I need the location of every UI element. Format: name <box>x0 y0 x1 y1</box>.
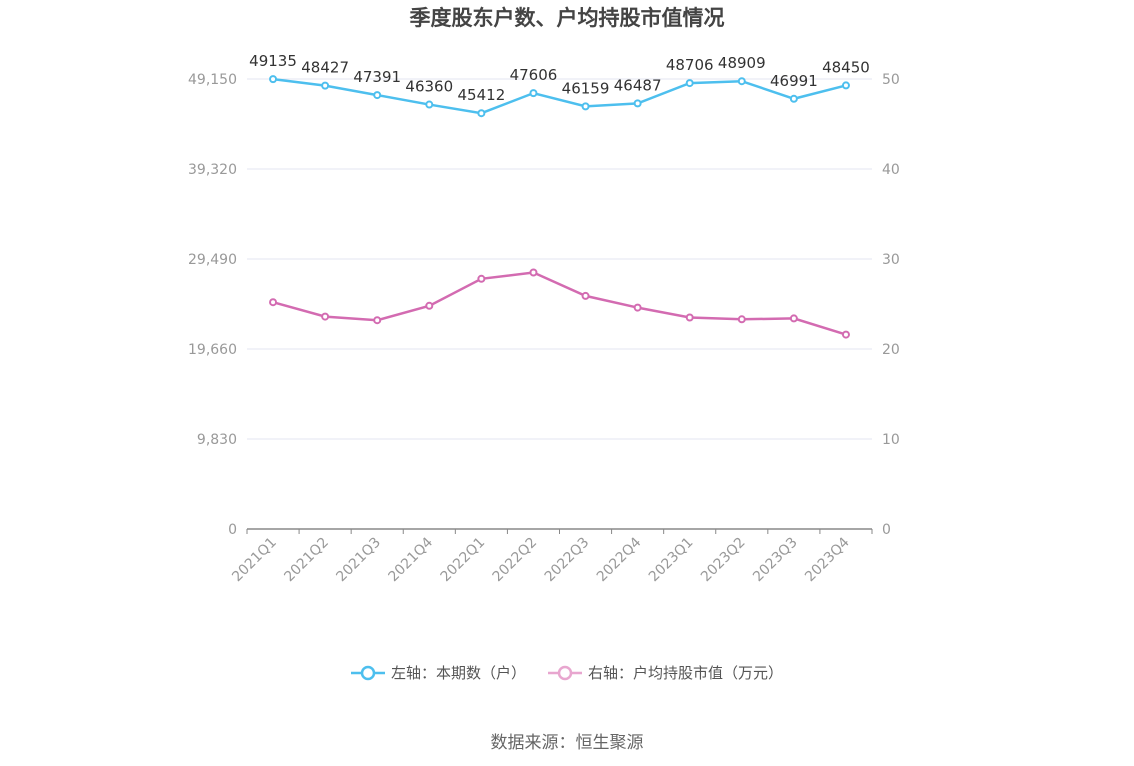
data-point <box>529 268 538 277</box>
data-point <box>685 79 694 88</box>
data-point <box>477 109 486 118</box>
right-tick-label: 10 <box>882 432 900 448</box>
data-label: 46360 <box>405 78 453 96</box>
data-point <box>321 312 330 321</box>
series-line <box>272 77 847 115</box>
legend-item-avg-value[interactable]: 右轴：户均持股市值（万元） <box>548 662 783 683</box>
chart-title: 季度股东户数、户均持股市值情况 <box>409 6 725 30</box>
data-point <box>373 91 382 100</box>
x-tick-label: 2022Q4 <box>594 534 645 585</box>
x-tick-label: 2021Q2 <box>281 535 332 586</box>
data-point <box>841 330 850 339</box>
right-tick-label: 50 <box>882 72 900 88</box>
data-label: 48706 <box>666 56 714 74</box>
data-point <box>633 303 642 312</box>
left-tick-label: 39,320 <box>188 162 237 178</box>
data-label: 48909 <box>718 54 766 72</box>
data-point <box>737 315 746 324</box>
data-label: 48427 <box>301 59 349 77</box>
legend: 左轴：本期数（户） 右轴：户均持股市值（万元） <box>0 662 1134 683</box>
x-tick-label: 2023Q3 <box>750 535 801 586</box>
data-point <box>425 301 434 310</box>
data-point <box>841 81 850 90</box>
data-point <box>789 314 798 323</box>
left-tick-label: 29,490 <box>188 252 237 268</box>
data-point <box>789 94 798 103</box>
x-axis: 2021Q1 2021Q2 2021Q3 2021Q4 2022Q1 2022Q2 2022… <box>229 528 873 586</box>
data-point <box>633 99 642 108</box>
x-tick-label: 2023Q2 <box>698 535 749 586</box>
series-line <box>272 271 847 336</box>
left-tick-label: 9,830 <box>197 432 237 448</box>
x-tick-label: 2021Q4 <box>386 534 437 585</box>
x-tick-label: 2022Q2 <box>490 535 541 586</box>
data-label: 46487 <box>614 76 662 94</box>
x-tick-label: 2022Q3 <box>542 535 593 586</box>
data-point <box>529 89 538 98</box>
data-point <box>737 77 746 86</box>
legend-line-icon <box>350 665 385 680</box>
source-note: 数据来源：恒生聚源 <box>490 733 644 753</box>
legend-label-avg-value: 右轴：户均持股市值（万元） <box>588 664 784 682</box>
data-point <box>581 291 590 300</box>
data-label: 45412 <box>458 86 506 104</box>
left-tick-label: 19,660 <box>188 342 237 358</box>
x-tick-label: 2023Q1 <box>646 535 697 586</box>
legend-label-households: 左轴：本期数（户） <box>390 664 526 682</box>
x-tick-label: 2023Q4 <box>802 534 853 585</box>
data-point <box>477 274 486 283</box>
x-tick-label: 2022Q1 <box>438 535 489 586</box>
right-tick-label: 40 <box>882 162 900 178</box>
right-tick-label: 0 <box>882 522 891 538</box>
data-label: 48450 <box>822 58 870 76</box>
right-tick-label: 30 <box>882 252 900 268</box>
data-label: 49135 <box>249 52 297 70</box>
data-point <box>581 102 590 111</box>
data-label: 47606 <box>510 66 558 84</box>
right-tick-label: 20 <box>882 342 900 358</box>
data-label: 47391 <box>353 68 401 86</box>
grid-lines <box>247 78 872 440</box>
data-point <box>685 313 694 322</box>
data-point <box>373 316 382 325</box>
left-tick-label: 0 <box>228 522 237 538</box>
data-point <box>425 100 434 109</box>
data-point <box>321 81 330 90</box>
data-point <box>269 298 278 307</box>
data-label: 46159 <box>562 79 610 97</box>
x-tick-label: 2021Q3 <box>333 535 384 586</box>
data-point <box>269 75 278 84</box>
legend-line-icon <box>548 665 582 680</box>
data-label: 46991 <box>770 72 818 90</box>
right-axis: 0 10 20 30 40 50 <box>882 72 900 538</box>
left-axis: 0 9,830 19,660 29,490 39,320 49,150 <box>188 72 237 538</box>
legend-item-households[interactable]: 左轴：本期数（户） <box>350 662 526 683</box>
left-tick-label: 49,150 <box>188 72 237 88</box>
x-tick-label: 2021Q1 <box>229 535 280 586</box>
